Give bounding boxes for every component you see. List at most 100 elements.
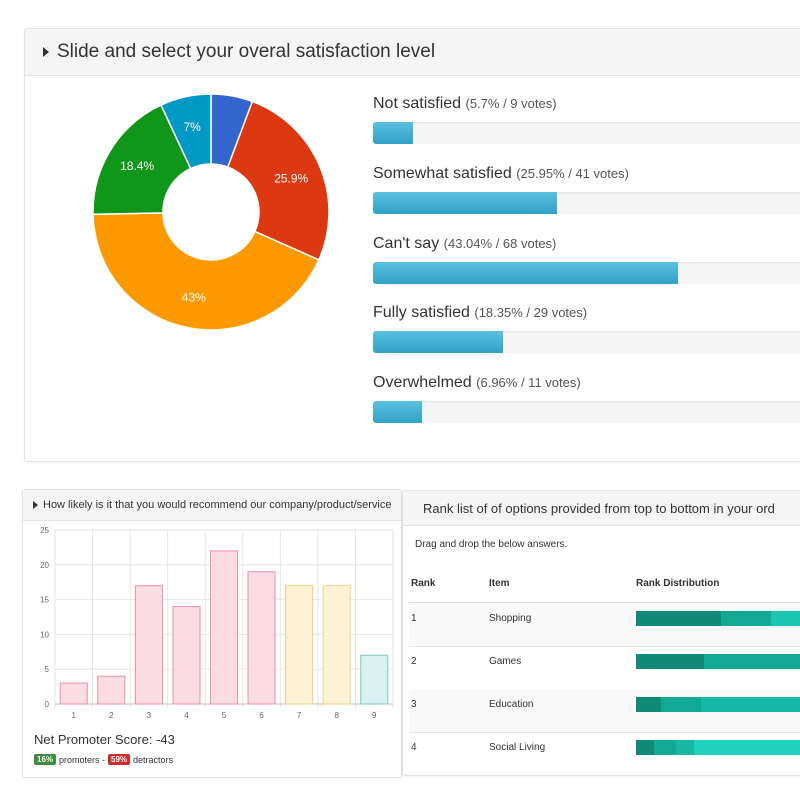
rank-number: 4 — [411, 742, 417, 753]
x-tick-label: 9 — [372, 711, 377, 720]
rank-distribution-bar — [636, 740, 800, 755]
detractors-label: detractors — [133, 754, 174, 765]
rank-column-header: Rank — [411, 578, 436, 589]
nps-bar[interactable] — [247, 571, 276, 705]
donut-slice[interactable] — [160, 93, 212, 170]
rank-distribution-bar — [636, 697, 800, 712]
satisfaction-option-cant-say[interactable]: Can't say (43.04% / 68 votes) — [373, 235, 800, 284]
distribution-segment — [693, 740, 800, 755]
rank-number: 1 — [411, 613, 417, 624]
option-label: Somewhat satisfied — [373, 165, 512, 182]
option-label: Fully satisfied — [373, 304, 470, 321]
y-tick-label: 15 — [40, 596, 49, 605]
promoters-label: promoters - — [59, 754, 106, 765]
option-meta: (18.35% / 29 votes) — [474, 305, 588, 320]
x-tick-label: 1 — [72, 711, 77, 720]
progress-bar — [373, 122, 414, 144]
donut-slice-label: 25.9% — [274, 171, 308, 185]
rank-item: Education — [489, 699, 534, 710]
option-meta: (43.04% / 68 votes) — [443, 236, 557, 251]
distribution-segment — [704, 654, 800, 669]
option-label: Overwhelmed — [373, 374, 472, 391]
progress-bar — [373, 262, 678, 284]
rank-item: Shopping — [489, 613, 532, 624]
progress-bar — [373, 192, 557, 214]
option-meta: (6.96% / 11 votes) — [476, 375, 581, 390]
satisfaction-option-somewhat-satisfied[interactable]: Somewhat satisfied (25.95% / 41 votes) — [373, 165, 800, 214]
distribution-segment — [636, 740, 654, 755]
distribution-column-header: Rank Distribution — [636, 578, 720, 589]
distribution-segment — [770, 611, 800, 626]
nps-bar[interactable] — [97, 675, 126, 705]
y-tick-label: 10 — [40, 630, 49, 639]
option-label: Not satisfied — [373, 95, 462, 112]
donut-slice-label: 43% — [182, 290, 206, 304]
ranking-instruction: Drag and drop the below answers. — [415, 539, 568, 550]
nps-bar[interactable] — [172, 606, 201, 705]
satisfaction-option-not-satisfied[interactable]: Not satisfied (5.7% / 9 votes) — [373, 95, 800, 144]
nps-panel-header[interactable]: How likely is it that you would recommen… — [23, 490, 401, 521]
nps-bar-chart: 0 5 10 15 20 25 1 2 3 4 5 6 7 8 9 — [40, 526, 394, 720]
header-divider — [409, 602, 800, 603]
donut-slice-label: 18.4% — [120, 159, 154, 173]
promoters-badge: 16% — [34, 754, 57, 765]
x-tick-label: 6 — [259, 711, 264, 720]
progress-track — [373, 401, 800, 423]
nps-bar[interactable] — [322, 585, 351, 705]
y-tick-label: 5 — [45, 665, 50, 674]
nps-bar[interactable] — [59, 682, 88, 705]
donut-slice[interactable] — [92, 104, 192, 216]
x-tick-label: 5 — [222, 711, 227, 720]
satisfaction-option-fully-satisfied[interactable]: Fully satisfied (18.35% / 29 votes) — [373, 304, 800, 353]
progress-track — [373, 192, 800, 214]
nps-bar[interactable] — [209, 550, 239, 705]
progress-bar — [373, 331, 503, 353]
ranking-panel-header[interactable]: Rank list of of options provided from to… — [403, 491, 800, 526]
satisfaction-option-overwhelmed[interactable]: Overwhelmed (6.96% / 11 votes) — [373, 374, 800, 423]
distribution-segment — [636, 654, 705, 669]
progress-track — [373, 262, 800, 284]
option-label: Can't say — [373, 235, 440, 252]
option-meta: (5.7% / 9 votes) — [465, 96, 557, 111]
nps-panel: How likely is it that you would recommen… — [22, 489, 402, 778]
rank-distribution-bar — [636, 654, 800, 669]
rank-number: 2 — [411, 656, 417, 667]
x-tick-label: 3 — [147, 711, 152, 720]
item-column-header: Item — [489, 578, 510, 589]
nps-bar[interactable] — [285, 585, 314, 705]
satisfaction-panel-header[interactable]: Slide and select your overal satisfactio… — [25, 29, 800, 76]
nps-bar[interactable] — [134, 585, 163, 705]
y-tick-label: 20 — [40, 561, 49, 570]
ranking-row[interactable]: 4 Social Living — [409, 732, 800, 775]
ranking-panel: Rank list of of options provided from to… — [402, 490, 800, 776]
satisfaction-donut-chart: 25.9% 43% 18.4% 7% — [92, 93, 330, 331]
ranking-row[interactable]: 2 Games — [409, 646, 800, 690]
progress-track — [373, 122, 800, 144]
donut-slice-label: 7% — [183, 120, 201, 134]
distribution-segment — [661, 697, 701, 712]
progress-bar — [373, 401, 423, 423]
x-tick-label: 7 — [297, 711, 302, 720]
ranking-row[interactable]: 3 Education — [409, 689, 800, 733]
rank-item: Games — [489, 656, 522, 667]
distribution-segment — [636, 697, 662, 712]
donut-slice[interactable] — [92, 212, 320, 331]
caret-right-icon — [33, 501, 38, 509]
distribution-segment — [636, 611, 721, 626]
ranking-row[interactable]: 1 Shopping — [409, 603, 800, 647]
x-tick-label: 4 — [184, 711, 189, 720]
nps-title: How likely is it that you would recommen… — [43, 499, 392, 511]
distribution-segment — [654, 740, 676, 755]
rank-number: 3 — [411, 699, 417, 710]
progress-track — [373, 331, 800, 353]
caret-right-icon — [43, 47, 49, 57]
ranking-title: Rank list of of options provided from to… — [423, 500, 775, 516]
nps-breakdown: 16% promoters - 59% detractors — [34, 754, 173, 765]
satisfaction-panel: Slide and select your overal satisfactio… — [24, 28, 800, 462]
nps-bar[interactable] — [360, 654, 389, 705]
rank-item: Social Living — [489, 742, 546, 753]
y-tick-label: 0 — [45, 700, 50, 709]
distribution-segment — [675, 740, 694, 755]
satisfaction-title: Slide and select your overal satisfactio… — [57, 41, 436, 62]
donut-slice[interactable] — [226, 100, 330, 261]
